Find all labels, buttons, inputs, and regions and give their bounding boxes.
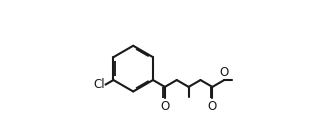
Text: O: O (208, 100, 217, 114)
Text: O: O (220, 66, 229, 79)
Text: Cl: Cl (93, 78, 105, 91)
Text: O: O (160, 100, 169, 114)
